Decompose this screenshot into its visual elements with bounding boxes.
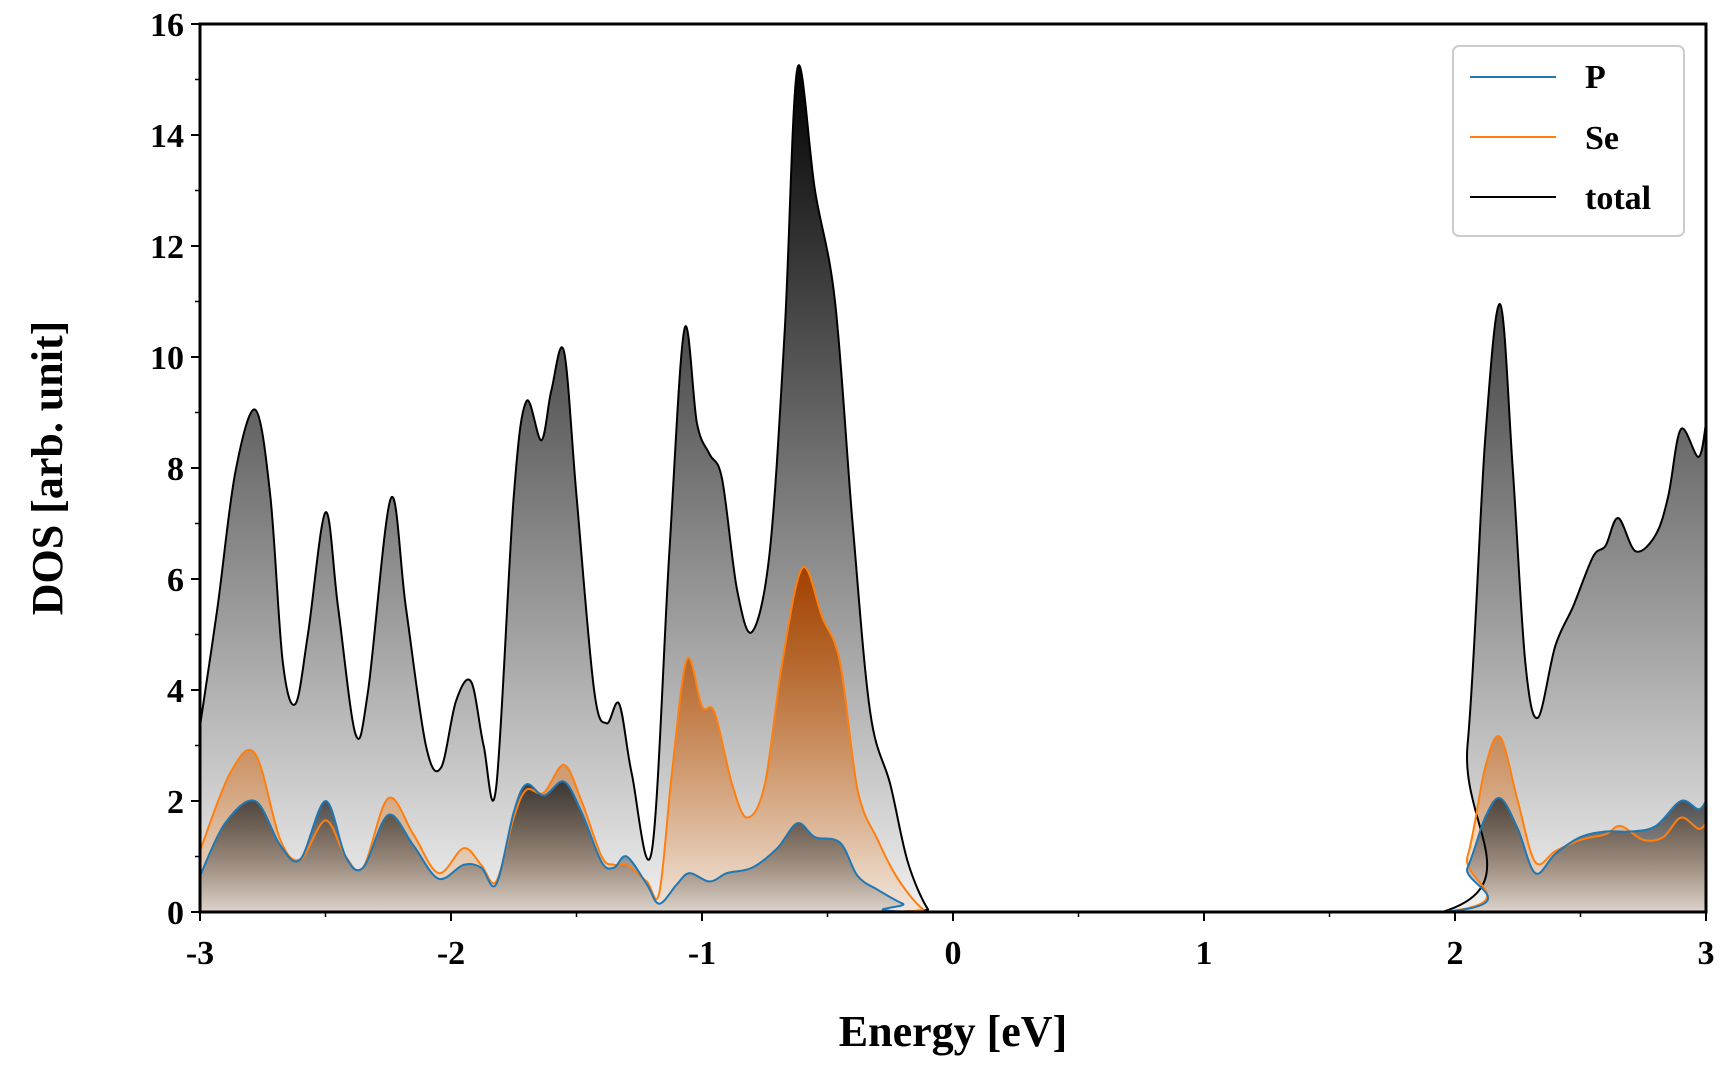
y-tick-label: 0 xyxy=(167,895,184,932)
x-tick-label: 3 xyxy=(1698,935,1715,972)
x-tick-label: 1 xyxy=(1196,935,1213,972)
x-tick-label: -3 xyxy=(186,935,214,972)
legend-label-total: total xyxy=(1585,180,1651,217)
legend: P Se total xyxy=(1452,45,1685,237)
p-area xyxy=(200,781,1706,912)
p-line xyxy=(200,780,1706,912)
y-tick-label: 10 xyxy=(150,340,184,377)
se-line xyxy=(200,566,1706,912)
legend-box xyxy=(1452,45,1685,237)
legend-label-p: P xyxy=(1585,59,1606,96)
y-tick-label: 8 xyxy=(167,451,184,488)
x-axis: -3 -2 -1 0 1 2 3 xyxy=(186,912,1715,972)
total-line xyxy=(200,64,1706,912)
y-tick-label: 4 xyxy=(167,673,184,710)
y-tick-label: 6 xyxy=(167,562,184,599)
legend-label-se: Se xyxy=(1585,120,1619,157)
x-tick-label: 2 xyxy=(1447,935,1464,972)
total-area xyxy=(200,65,1706,912)
y-axis-title: DOS [arb. unit] xyxy=(23,321,72,616)
y-tick-label: 14 xyxy=(150,118,184,155)
x-axis-title: Energy [eV] xyxy=(839,1007,1068,1056)
y-tick-label: 2 xyxy=(167,784,184,821)
y-tick-label: 16 xyxy=(150,7,184,44)
x-tick-label: -2 xyxy=(437,935,465,972)
plot-area xyxy=(200,64,1706,912)
x-tick-label: 0 xyxy=(945,935,962,972)
x-tick-label: -1 xyxy=(688,935,716,972)
y-axis: 0 2 4 6 8 10 12 14 16 xyxy=(150,7,200,932)
y-tick-label: 12 xyxy=(150,229,184,266)
